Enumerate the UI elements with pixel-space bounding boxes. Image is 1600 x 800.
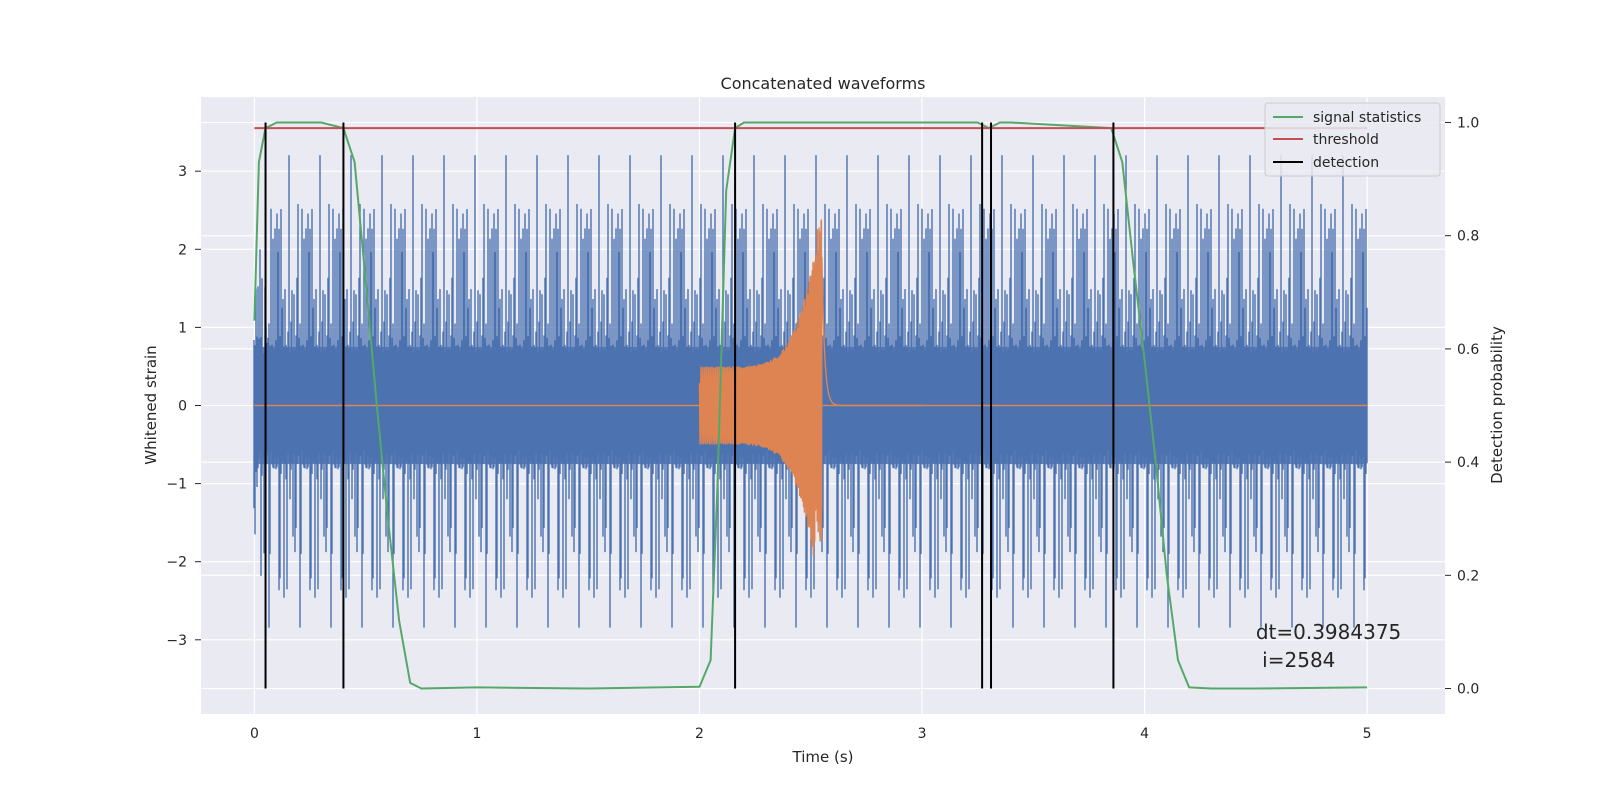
right-y-tick-label: 1.0	[1457, 115, 1479, 131]
left-y-tick-label: 2	[178, 242, 187, 258]
legend: signal statistics threshold detection	[1264, 102, 1441, 177]
right-y-axis-label: Detection probability	[1488, 326, 1506, 484]
x-tick-label: 3	[918, 726, 927, 742]
chirp-series	[254, 219, 1368, 556]
x-tick-label: 2	[695, 726, 704, 742]
left-y-tick-label: 0	[178, 399, 187, 415]
left-y-axis-ticks: −3 −2 −1 0 1 2 3	[166, 164, 201, 649]
left-y-tick-label: 1	[178, 320, 187, 336]
x-tick-label: 4	[1140, 726, 1149, 742]
signal-chirp-trace	[698, 219, 923, 556]
left-y-tick-label: −3	[166, 633, 187, 649]
plot-area	[253, 121, 1368, 690]
annotation-index: i=2584	[1256, 648, 1336, 672]
right-y-tick-label: 0.6	[1457, 342, 1479, 358]
x-tick-label: 1	[472, 726, 481, 742]
legend-label-threshold: threshold	[1313, 132, 1379, 148]
left-y-axis-label: Whitened strain	[142, 345, 160, 464]
left-y-tick-label: −1	[166, 477, 187, 493]
right-y-tick-label: 0.8	[1457, 229, 1479, 245]
x-tick-label: 0	[250, 726, 259, 742]
x-tick-label: 5	[1363, 726, 1372, 742]
legend-box	[1264, 102, 1441, 177]
right-y-tick-label: 0.2	[1457, 568, 1479, 584]
legend-label-detection: detection	[1313, 155, 1379, 171]
legend-label-statistics: signal statistics	[1313, 110, 1421, 126]
right-y-axis-ticks: 0.0 0.2 0.4 0.6 0.8 1.0	[1445, 115, 1479, 698]
right-y-tick-label: 0.4	[1457, 455, 1479, 471]
detection-series	[264, 122, 1115, 689]
annotation-dt: dt=0.3984375	[1256, 620, 1401, 644]
x-axis-label: Time (s)	[792, 748, 854, 766]
left-y-tick-label: −2	[166, 555, 187, 571]
left-y-tick-label: 3	[178, 164, 187, 180]
chart-title: Concatenated waveforms	[721, 74, 926, 93]
right-y-tick-label: 0.0	[1457, 682, 1479, 698]
x-axis-ticks: 0 1 2 3 4 5	[250, 726, 1372, 742]
